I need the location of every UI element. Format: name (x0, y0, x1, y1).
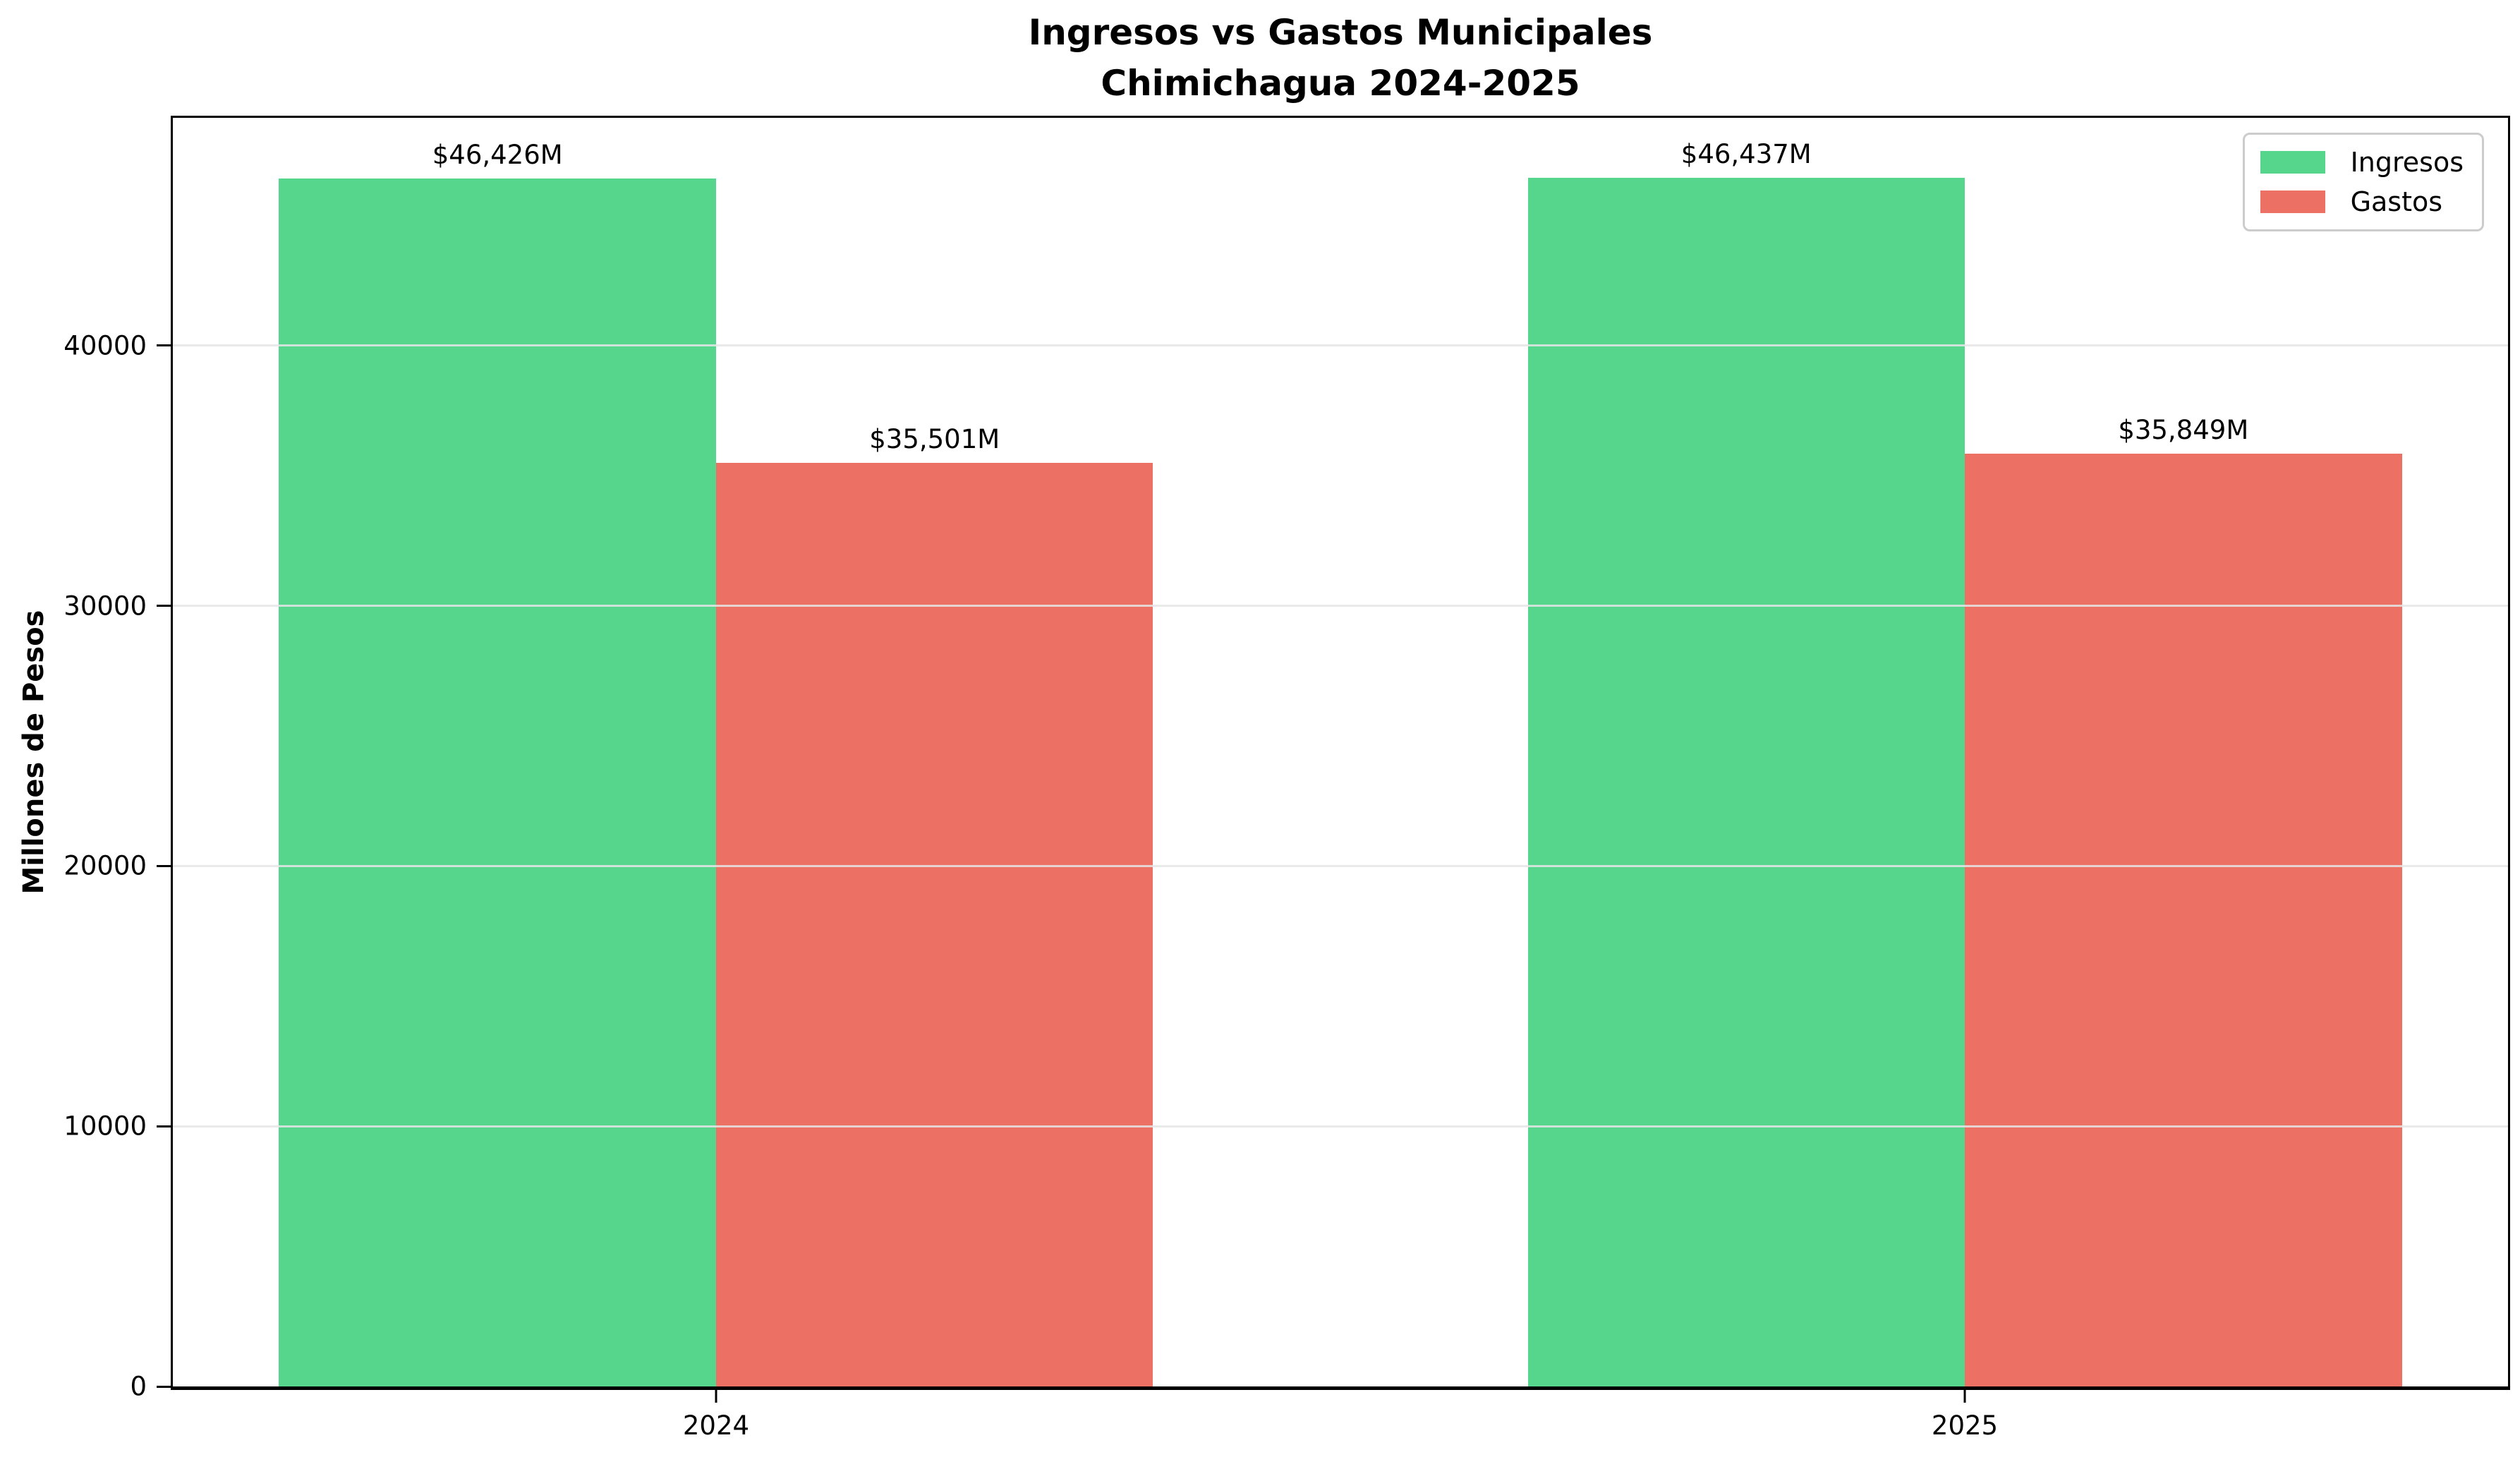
gridline-10000 (173, 1125, 2508, 1127)
bar-ingresos-2024 (279, 178, 716, 1386)
legend-swatch-gastos (2260, 191, 2325, 213)
y-tick-label-30000: 30000 (63, 591, 147, 622)
chart-legend: Ingresos Gastos (2242, 133, 2484, 231)
bar-ingresos-2025 (1527, 178, 1965, 1386)
gridline-40000 (173, 344, 2508, 347)
y-axis-label: Millones de Pesos (18, 610, 50, 895)
x-tick-mark-2025 (1963, 1390, 1966, 1403)
legend-item-ingresos: Ingresos (2260, 149, 2464, 176)
y-tick-mark-20000 (157, 864, 171, 867)
y-tick-label-10000: 10000 (63, 1111, 147, 1142)
value-label-ingresos-2024: $46,426M (432, 139, 563, 170)
plot-spine-right (2508, 116, 2510, 1389)
y-tick-label-20000: 20000 (63, 850, 147, 881)
y-tick-mark-0 (157, 1385, 171, 1388)
y-tick-mark-30000 (157, 605, 171, 607)
bar-gastos-2024 (715, 462, 1153, 1386)
bar-gastos-2025 (1965, 453, 2402, 1386)
gridline-20000 (173, 864, 2508, 867)
gridline-30000 (173, 605, 2508, 607)
legend-label-gastos: Gastos (2350, 186, 2443, 217)
plot-spine-bottom (171, 1386, 2510, 1390)
x-tick-label-2024: 2024 (682, 1410, 750, 1441)
legend-swatch-ingresos (2260, 151, 2325, 174)
plot-spine-left (171, 116, 173, 1389)
legend-label-ingresos: Ingresos (2350, 147, 2464, 178)
x-tick-mark-2024 (715, 1390, 717, 1403)
chart-title-line2: Chimichagua 2024-2025 (1101, 63, 1580, 104)
value-label-gastos-2025: $35,849M (2118, 414, 2249, 445)
y-tick-mark-10000 (157, 1125, 171, 1127)
plot-spine-top (171, 116, 2510, 118)
legend-item-gastos: Gastos (2260, 188, 2464, 215)
chart-title: Ingresos vs Gastos Municipales Chimichag… (173, 7, 2508, 109)
chart-title-line1: Ingresos vs Gastos Municipales (1028, 12, 1653, 53)
x-tick-label-2025: 2025 (1931, 1410, 1999, 1441)
y-tick-mark-40000 (157, 344, 171, 347)
plot-area: Ingresos Gastos 0 10000 20000 30000 40000 2024… (63, 116, 2510, 1441)
value-label-gastos-2024: $35,501M (869, 423, 1000, 454)
value-label-ingresos-2025: $46,437M (1680, 139, 1812, 170)
y-tick-label-40000: 40000 (63, 330, 147, 361)
y-tick-label-0: 0 (130, 1371, 147, 1402)
